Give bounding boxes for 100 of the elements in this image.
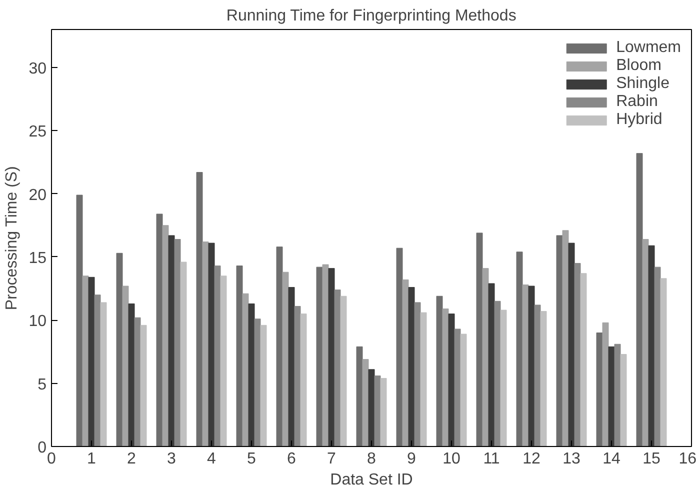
bar	[528, 286, 535, 446]
bar	[140, 324, 147, 446]
bar	[180, 262, 187, 446]
x-tick-label: 1	[87, 450, 96, 468]
bar	[254, 318, 261, 446]
x-tick-label: 10	[442, 450, 460, 468]
bar	[282, 272, 289, 446]
x-tick-label: 9	[407, 450, 416, 468]
legend-label: Rabin	[616, 93, 658, 111]
bar	[122, 286, 129, 446]
bar	[442, 308, 449, 446]
bar	[334, 290, 341, 446]
bar	[476, 232, 483, 446]
bar	[208, 242, 215, 446]
x-tick-label: 16	[678, 450, 696, 468]
x-axis-title: Data Set ID	[330, 472, 413, 488]
bar	[534, 304, 541, 446]
x-tick-label: 3	[167, 450, 176, 468]
bar	[642, 239, 649, 446]
bar	[380, 378, 387, 446]
y-tick-label: 10	[28, 313, 47, 330]
bar	[168, 235, 175, 446]
bar	[540, 311, 547, 446]
bar	[568, 242, 575, 446]
bar	[436, 296, 443, 446]
bar	[408, 287, 415, 446]
y-tick-label: 15	[28, 250, 47, 267]
y-tick-label: 30	[28, 60, 47, 78]
bar	[260, 324, 267, 446]
x-tick-label: 2	[127, 450, 136, 468]
bar	[236, 266, 243, 446]
bar	[100, 302, 107, 446]
y-axis-title: Processing Time (S)	[4, 166, 21, 310]
bar	[362, 359, 369, 446]
x-tick-label: 12	[522, 450, 540, 468]
bar	[620, 354, 627, 446]
chart-title: Running Time for Fingerprinting Methods	[226, 8, 516, 24]
bar	[82, 276, 89, 446]
bar	[580, 273, 587, 446]
x-tick-label: 15	[642, 450, 660, 468]
bar	[220, 276, 227, 446]
bar	[660, 278, 667, 446]
bar	[522, 284, 529, 446]
x-tick-label: 6	[287, 450, 296, 468]
y-tick-label: 20	[28, 186, 47, 204]
bar	[374, 375, 381, 446]
bar	[516, 252, 523, 446]
bar	[242, 293, 249, 446]
bar	[202, 242, 209, 446]
bar	[156, 214, 163, 446]
bar	[294, 306, 301, 446]
x-tick-label: 14	[602, 450, 620, 468]
bar	[322, 264, 329, 446]
bar	[134, 317, 141, 446]
x-tick-label: 7	[327, 450, 336, 468]
legend-label: Bloom	[616, 57, 662, 75]
bar	[356, 346, 363, 446]
x-tick-label: 13	[562, 450, 580, 468]
bar	[300, 314, 307, 446]
bar	[196, 172, 203, 446]
bar	[316, 266, 323, 446]
x-tick-label: 8	[367, 450, 376, 468]
legend-label: Lowmem	[616, 39, 681, 57]
x-tick-label: 11	[483, 450, 500, 468]
bar	[116, 252, 123, 446]
bar	[414, 302, 421, 446]
bar	[654, 266, 661, 446]
bar	[596, 332, 603, 446]
bar	[248, 303, 255, 446]
bar	[94, 294, 101, 446]
bar	[482, 268, 489, 446]
bar	[214, 266, 221, 446]
bar	[562, 230, 569, 446]
legend-label: Shingle	[616, 75, 670, 93]
bar	[174, 239, 181, 446]
bar	[494, 300, 501, 446]
bar	[448, 314, 455, 446]
bar	[460, 334, 467, 446]
bar	[402, 279, 409, 446]
bar	[420, 312, 427, 446]
bar	[556, 235, 563, 446]
bar	[128, 303, 135, 446]
y-tick-label: 5	[38, 376, 47, 394]
bar	[602, 322, 609, 446]
bar	[648, 245, 655, 446]
bar	[88, 276, 95, 446]
bar	[574, 263, 581, 446]
y-tick-label: 0	[38, 440, 47, 456]
bar	[288, 287, 295, 446]
bar	[276, 246, 283, 446]
x-tick-label: 5	[247, 450, 256, 468]
y-tick-label: 25	[28, 124, 47, 141]
legend-label: Hybrid	[616, 111, 662, 129]
bar	[396, 248, 403, 446]
bar	[488, 283, 495, 446]
x-tick-label: 4	[207, 450, 216, 468]
bar	[328, 268, 335, 446]
bar	[340, 296, 347, 446]
bar	[614, 344, 621, 446]
bar	[636, 153, 643, 446]
